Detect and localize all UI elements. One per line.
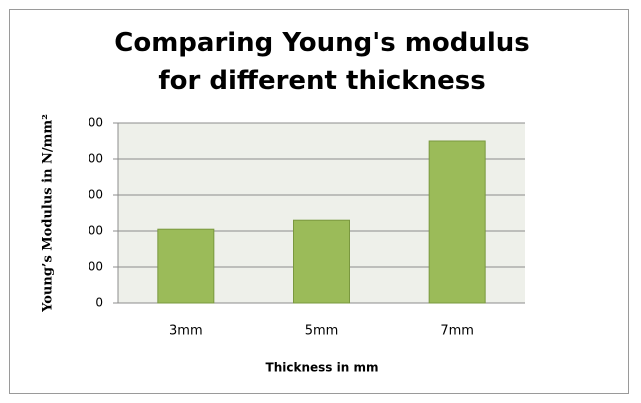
y-axis-title: Young’s Modulus in N/mm² [41, 114, 56, 313]
bar [157, 228, 215, 304]
chart-frame [9, 9, 629, 394]
x-tick-label: 5mm [305, 324, 339, 339]
x-tick-label: 3mm [169, 324, 203, 339]
y-tick-labels: 0 1000 2000 3000 4000 5000 [72, 116, 103, 310]
y-tick-label: 2000 [72, 224, 103, 238]
bar [293, 219, 350, 304]
y-tick-label: 3000 [72, 188, 103, 202]
y-tick-label: 5000 [72, 116, 103, 130]
bar [428, 140, 486, 304]
y-tick-label: 0 [95, 296, 103, 310]
y-tick-label: 4000 [72, 152, 103, 166]
y-tick-label: 1000 [72, 260, 103, 274]
chart-title: Comparing Young's modulus for different … [114, 28, 530, 96]
x-axis-title: Thickness in mm [266, 361, 379, 375]
x-tick-label: 7mm [440, 324, 474, 339]
